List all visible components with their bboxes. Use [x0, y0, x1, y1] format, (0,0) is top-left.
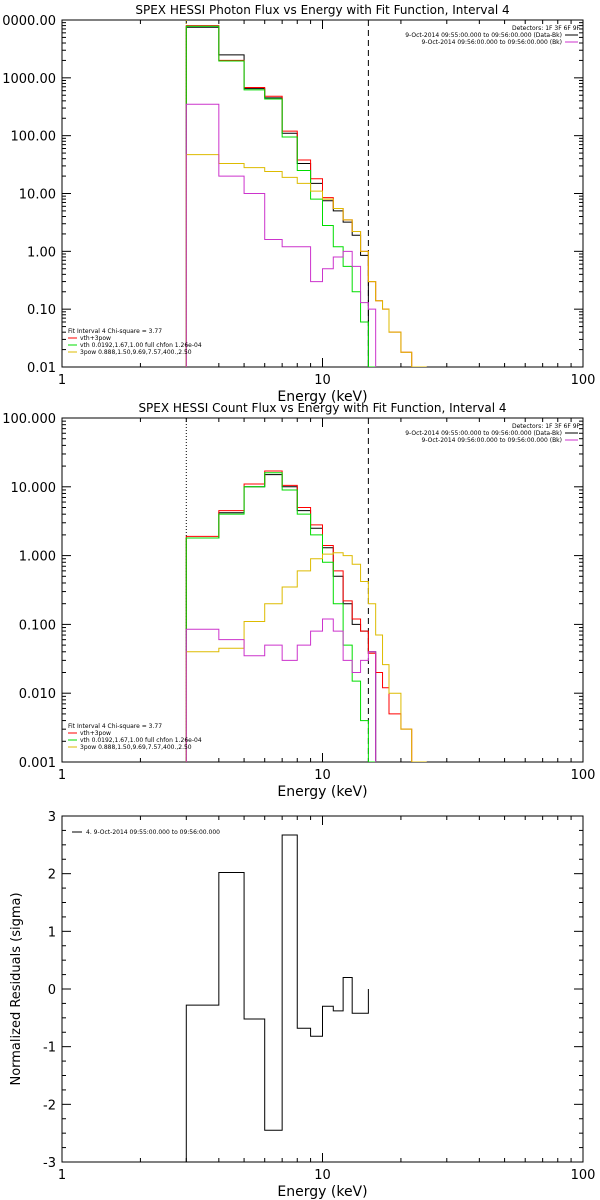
chart3-ytick-label: 2	[48, 868, 56, 883]
chart1-ytick-label: 0.01	[27, 361, 56, 376]
chart3-ytick-label: 1	[48, 925, 56, 940]
chart2-series-vth-3pow	[185, 470, 427, 762]
chart3-ytick-label: -2	[43, 1098, 56, 1113]
chart2-series-3pow	[185, 552, 427, 762]
chart3-xtick-label: 100	[571, 1168, 596, 1183]
chart1-ytick-label: 1.00	[27, 245, 56, 260]
chart2-ytick-label: 1.000	[19, 550, 56, 565]
chart1-legend-entry: 9-Oct-2014 09:56:00.000 to 09:56:00.000 …	[422, 39, 563, 46]
chart1-legend-header: Detectors: 1F 3F 6F 9F	[512, 25, 581, 32]
chart1-xlabel: Energy (keV)	[277, 389, 367, 405]
chart2-ytick-label: 10.000	[11, 481, 57, 496]
chart3-plot-area	[185, 834, 369, 1162]
chart2-title: SPEX HESSI Count Flux vs Energy with Fit…	[138, 401, 506, 415]
chart1-xtick-label: 10	[314, 373, 331, 388]
chart2-legend-entry: 9-Oct-2014 09:56:00.000 to 09:56:00.000 …	[422, 437, 563, 444]
chart2-ytick-label: 0.100	[19, 618, 56, 633]
chart1-series-data-bk	[185, 26, 369, 367]
chart2-legend2-entry: 3pow 0.888,1.50,9.69,7.57,400.,2.50	[80, 744, 192, 751]
chart1-ytick-label: 0.10	[27, 303, 56, 318]
chart3-xtick-label: 10	[314, 1168, 331, 1183]
chart1-legend-entry: 9-Oct-2014 09:55:00.000 to 09:56:00.000 …	[405, 32, 562, 39]
chart3-ytick-label: -1	[43, 1041, 56, 1056]
chart2-ytick-label: 0.010	[19, 687, 56, 702]
chart1-legend2-entry: 3pow 0.888,1.50,9.69,7.57,400.,2.50	[80, 349, 192, 356]
chart2-xtick-label: 10	[314, 768, 331, 783]
chart2-legend2-entry: vth 0.0192,1.67,1.00 full chfon 1.26e-04	[80, 737, 202, 744]
chart3-ylabel: Normalized Residuals (sigma)	[9, 892, 24, 1085]
chart3-ytick-label: 0	[48, 983, 56, 998]
chart2-legend2-entry: vth+3pow	[80, 730, 111, 737]
chart2-plot-area	[185, 418, 427, 762]
chart2-ytick-label: 100.000	[2, 412, 56, 427]
chart1-xtick-label: 1	[58, 373, 66, 388]
chart2-xtick-label: 100	[571, 768, 596, 783]
chart1-xtick-label: 100	[571, 373, 596, 388]
chart2-xlabel: Energy (keV)	[277, 784, 367, 800]
chart3-legend-entry: 4. 9-Oct-2014 09:55:00.000 to 09:56:00.0…	[86, 829, 220, 836]
chart1-legend2-header: Fit Interval 4 Chi-square = 3.77	[68, 328, 162, 335]
chart3-xtick-label: 1	[58, 1168, 66, 1183]
chart1-series-vth-3pow	[185, 25, 427, 367]
chart1-legend2-entry: vth 0.0192,1.67,1.00 full chfon 1.26e-04	[80, 342, 202, 349]
chart3-ytick-label: 3	[48, 810, 56, 825]
chart2-series-bk	[185, 618, 377, 762]
chart1-ytick-label: 1000.00	[2, 72, 56, 87]
chart1-series-bk	[185, 103, 377, 367]
chart1-ytick-label: 10.00	[19, 188, 56, 203]
chart2-legend2-header: Fit Interval 4 Chi-square = 3.77	[68, 723, 162, 730]
chart2-frame	[61, 417, 584, 763]
chart1-title: SPEX HESSI Photon Flux vs Energy with Fi…	[135, 3, 509, 17]
chart3-ytick-label: -3	[43, 1156, 56, 1171]
chart2-ytick-label: 0.001	[19, 756, 56, 771]
chart1-ytick-label: 0000.00	[2, 14, 56, 29]
chart3-xlabel: Energy (keV)	[277, 1184, 367, 1200]
chart2-series-vth	[185, 472, 377, 762]
chart1-series-3pow	[185, 154, 427, 367]
chart1-series-vth	[185, 25, 377, 367]
chart2-xtick-label: 1	[58, 768, 66, 783]
chart1-legend2-entry: vth+3pow	[80, 335, 111, 342]
chart1-plot-area	[185, 20, 427, 367]
chart3-series-residuals	[185, 834, 369, 1162]
chart2-legend-entry: 9-Oct-2014 09:55:00.000 to 09:56:00.000 …	[405, 430, 562, 437]
chart3-frame	[61, 815, 584, 1163]
chart2-legend-header: Detectors: 1F 3F 6F 9F	[512, 423, 581, 430]
chart2-series-data-bk	[185, 474, 377, 762]
chart1-ytick-label: 100.00	[11, 130, 57, 145]
